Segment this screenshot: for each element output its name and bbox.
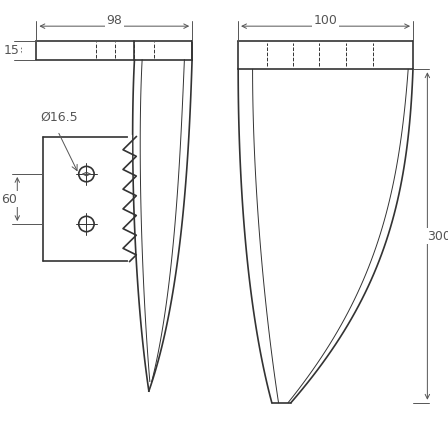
Text: Ø16.5: Ø16.5 xyxy=(41,111,78,124)
Text: 100: 100 xyxy=(314,14,337,27)
Text: 300: 300 xyxy=(427,229,448,242)
Text: 98: 98 xyxy=(106,14,122,27)
Text: 60: 60 xyxy=(1,193,17,206)
Text: 15: 15 xyxy=(4,43,19,56)
